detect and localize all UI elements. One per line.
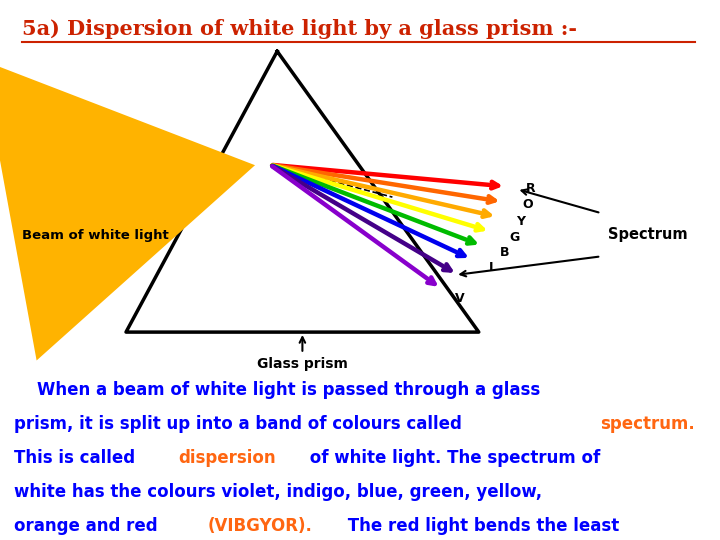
Text: The red light bends the least: The red light bends the least [343,517,620,535]
Text: Y: Y [516,215,526,228]
Text: When a beam of white light is passed through a glass: When a beam of white light is passed thr… [14,381,541,399]
Text: of white light. The spectrum of: of white light. The spectrum of [304,449,600,467]
Text: Glass prism: Glass prism [257,357,348,372]
Text: spectrum.: spectrum. [600,415,695,433]
Text: prism, it is split up into a band of colours called: prism, it is split up into a band of col… [14,415,468,433]
Text: Beam of white light: Beam of white light [22,230,168,242]
Text: I: I [489,261,493,274]
Text: Spectrum: Spectrum [608,227,688,242]
Text: O: O [522,198,533,211]
Text: G: G [509,231,519,244]
Text: (VIBGYOR).: (VIBGYOR). [207,517,312,535]
Text: orange and red: orange and red [14,517,163,535]
Text: R: R [526,182,536,195]
Text: white has the colours violet, indigo, blue, green, yellow,: white has the colours violet, indigo, bl… [14,483,543,501]
Text: 5a) Dispersion of white light by a glass prism :-: 5a) Dispersion of white light by a glass… [22,19,577,39]
Text: B: B [500,246,509,259]
Text: dispersion: dispersion [178,449,276,467]
Text: This is called: This is called [14,449,141,467]
Text: V: V [456,293,465,306]
